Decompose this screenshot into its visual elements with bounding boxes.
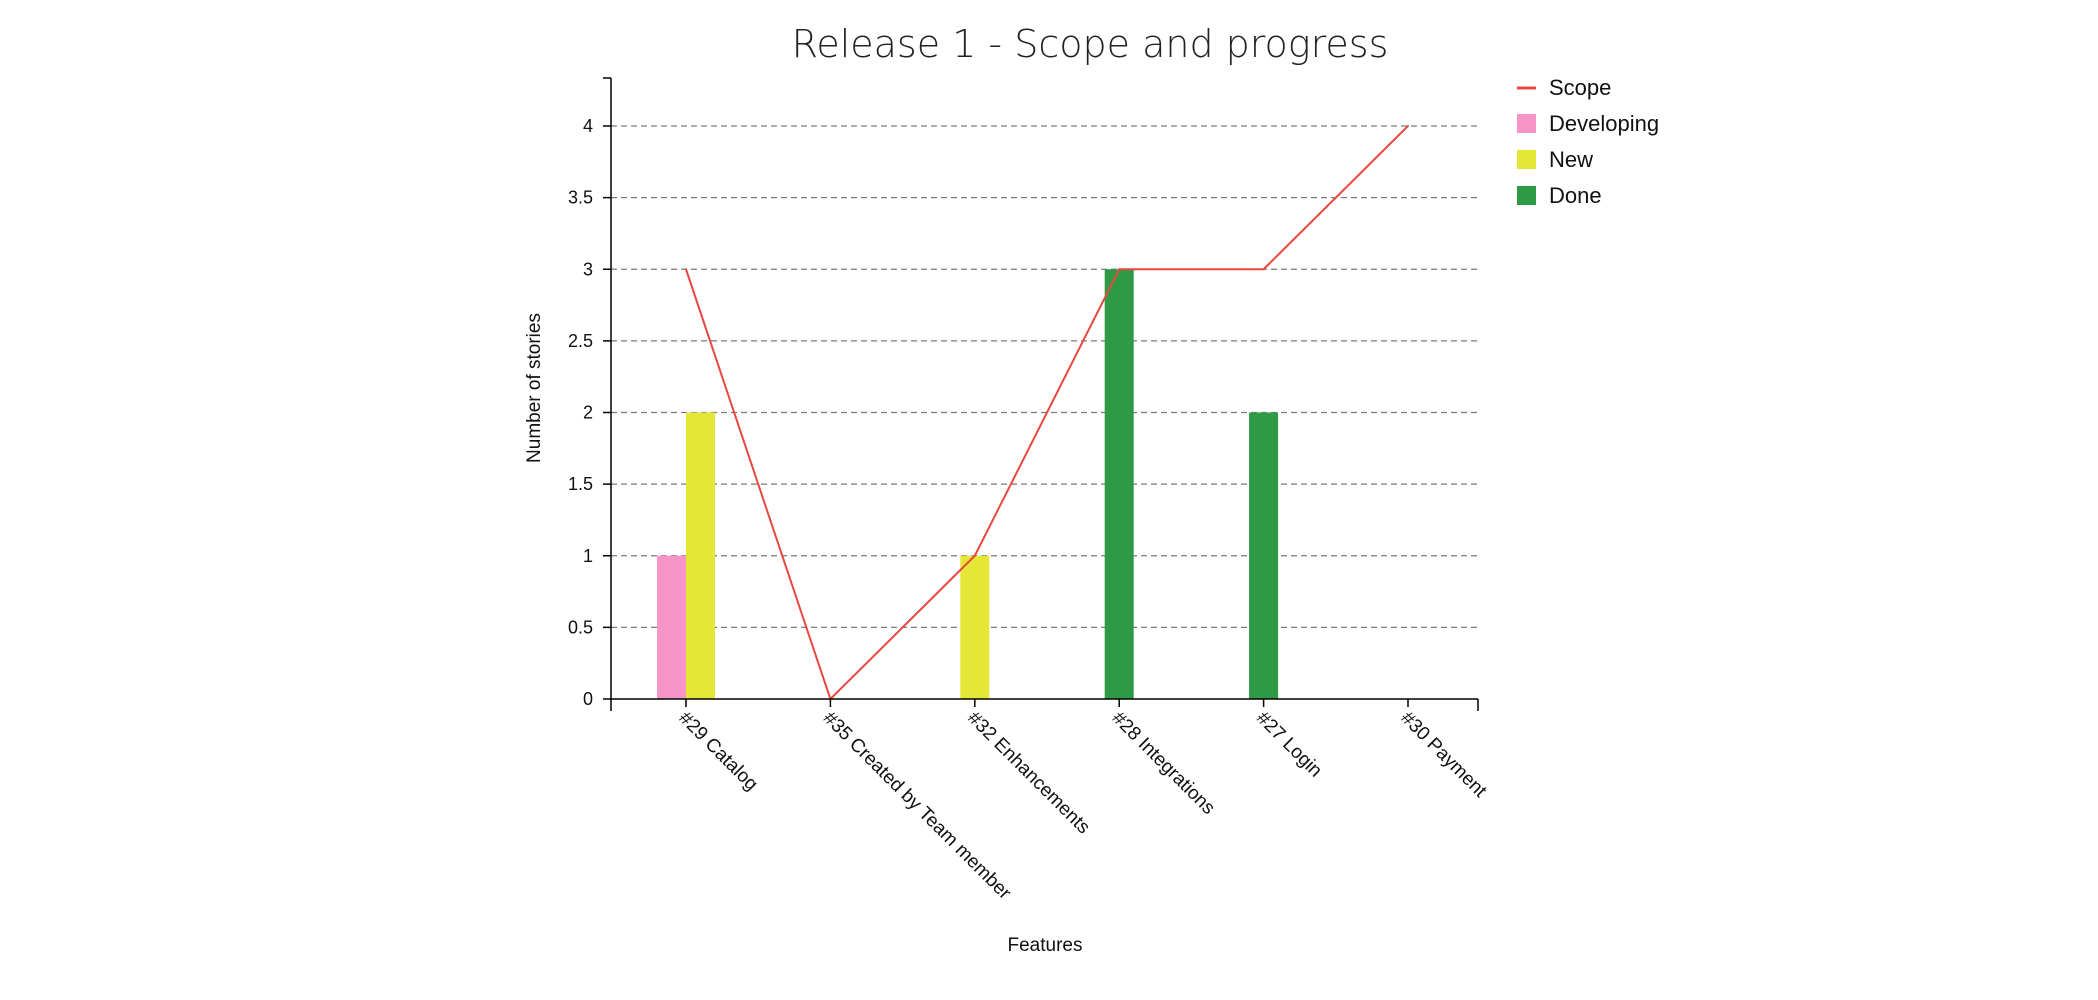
- y-tick-label: 2.5: [568, 331, 593, 351]
- scope-point: [685, 268, 687, 271]
- y-tick-label: 0: [583, 689, 593, 709]
- bars: [657, 269, 1279, 699]
- y-tick-label: 1.5: [568, 474, 593, 494]
- bar-done-28-integrations: [1104, 269, 1134, 699]
- y-tick-label: 0.5: [568, 617, 593, 637]
- legend-label-scope: Scope: [1549, 75, 1611, 100]
- legend-label-developing: Developing: [1549, 111, 1659, 136]
- grid: [611, 125, 1478, 629]
- bar-new-29-catalog: [686, 412, 715, 699]
- scope-point: [973, 554, 976, 557]
- bar-new-32-enhancements: [960, 555, 990, 699]
- legend-swatch-developing: [1517, 114, 1536, 133]
- legend: Scope Developing New Done: [1517, 75, 1659, 208]
- x-tick-label: #32 Enhancements: [963, 708, 1094, 839]
- y-tick-label: 3: [583, 259, 593, 279]
- x-tick-label: #30 Payment: [1396, 708, 1491, 803]
- x-tick-label: #29 Catalog: [674, 708, 761, 795]
- x-axis-title: Features: [1008, 935, 1083, 956]
- y-tick-labels: 0 0.5 1 1.5 2 2.5 3 3.5 4: [568, 116, 593, 709]
- y-tick-label: 1: [583, 546, 593, 566]
- legend-swatch-done: [1517, 186, 1536, 205]
- x-tick-labels: #29 Catalog #35 Created by Team member#32…: [674, 708, 1491, 905]
- bar-developing-29-catalog: [657, 555, 686, 699]
- legend-label-done: Done: [1549, 183, 1602, 208]
- y-tick-label: 2: [583, 403, 593, 423]
- scope-point: [1118, 268, 1121, 271]
- y-tick-label: 3.5: [568, 188, 593, 208]
- scope-point: [1407, 125, 1409, 127]
- bar-done-27-login: [1249, 412, 1279, 699]
- axes: [603, 77, 1479, 711]
- legend-swatch-new: [1517, 150, 1536, 169]
- y-axis-title: Number of stories: [524, 313, 545, 463]
- scope-point: [1262, 268, 1265, 271]
- scope-line-path: [685, 125, 1409, 701]
- x-tick-label: #27 Login: [1252, 708, 1326, 782]
- y-tick-label: 4: [583, 116, 593, 136]
- chart-title: Release 1 - Scope and progress: [792, 22, 1389, 66]
- legend-label-new: New: [1549, 147, 1593, 172]
- x-tick-label: #28 Integrations: [1108, 708, 1219, 819]
